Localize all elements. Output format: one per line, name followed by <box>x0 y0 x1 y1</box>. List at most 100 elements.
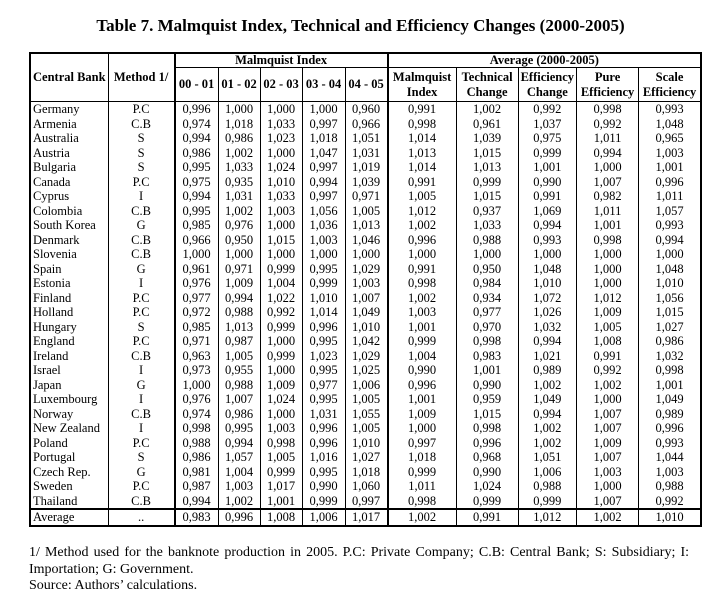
value-cell: 1,004 <box>259 276 303 291</box>
value-cell: 0,968 <box>455 450 519 465</box>
table-row: Bulgaria S 0,995 1,033 1,024 0,997 1,019 1,014 1… <box>29 160 702 175</box>
value-cell: 0,977 <box>173 290 219 305</box>
table-row: Australia S 0,994 0,986 1,023 1,018 1,051 1,014… <box>29 131 702 146</box>
header-average-column: Technical Change <box>455 67 519 102</box>
value-cell: 1,007 <box>576 174 640 189</box>
value-cell: 0,995 <box>301 261 346 276</box>
value-cell: 0,998 <box>386 116 457 131</box>
bank-name-cell: Austria <box>29 145 109 160</box>
value-cell: 0,994 <box>638 232 702 247</box>
value-cell: 1,012 <box>517 508 578 526</box>
value-cell: 0,999 <box>455 174 519 189</box>
value-cell: 0,996 <box>217 508 261 526</box>
bank-name-cell: Holland <box>29 305 109 320</box>
value-cell: 1,008 <box>576 334 640 349</box>
value-cell: 1,005 <box>217 348 261 363</box>
value-cell: 1,002 <box>576 377 640 392</box>
value-cell: 1,000 <box>301 247 346 262</box>
value-cell: 0,996 <box>386 377 457 392</box>
value-cell: 1,003 <box>386 305 457 320</box>
value-cell: 1,033 <box>259 189 303 204</box>
value-cell: 0,971 <box>344 189 389 204</box>
value-cell: 1,000 <box>259 101 303 117</box>
value-cell: 1,010 <box>259 174 303 189</box>
value-cell: 0,986 <box>638 334 702 349</box>
value-cell: 0,994 <box>517 334 578 349</box>
table-row: Ireland C.B 0,963 1,005 0,999 1,023 1,029 1,004… <box>29 348 702 363</box>
value-cell: 0,985 <box>173 218 219 233</box>
value-cell: 1,048 <box>638 116 702 131</box>
value-cell: 1,033 <box>259 116 303 131</box>
table-row: England P.C 0,971 0,987 1,000 0,995 1,042 0,999… <box>29 334 702 349</box>
value-cell: 0,981 <box>173 464 219 479</box>
value-cell: 1,037 <box>517 116 578 131</box>
value-cell: 1,000 <box>576 247 640 262</box>
value-cell: 1,051 <box>517 450 578 465</box>
value-cell: 0,995 <box>301 363 346 378</box>
method-cell: I <box>107 189 176 204</box>
bank-name-cell: Estonia <box>29 276 109 291</box>
value-cell: 0,982 <box>576 189 640 204</box>
table-row: Finland P.C 0,977 0,994 1,022 1,010 1,007 1,002… <box>29 290 702 305</box>
value-cell: 1,000 <box>259 334 303 349</box>
value-cell: 1,026 <box>517 305 578 320</box>
table-row: Denmark C.B 0,966 0,950 1,015 1,003 1,046 0,996… <box>29 232 702 247</box>
value-cell: 0,976 <box>173 392 219 407</box>
value-cell: 1,004 <box>386 348 457 363</box>
value-cell: 1,029 <box>344 348 389 363</box>
value-cell: 1,057 <box>217 450 261 465</box>
value-cell: 0,998 <box>386 493 457 509</box>
value-cell: 1,024 <box>455 479 519 494</box>
value-cell: 0,993 <box>517 232 578 247</box>
value-cell: 0,998 <box>455 421 519 436</box>
method-cell: S <box>107 160 176 175</box>
value-cell: 1,009 <box>217 276 261 291</box>
value-cell: 0,996 <box>301 435 346 450</box>
table-row: Portugal S 0,986 1,057 1,005 1,016 1,027 1,018 0… <box>29 450 702 465</box>
value-cell: 0,999 <box>386 334 457 349</box>
value-cell: 0,993 <box>638 101 702 117</box>
value-cell: 0,998 <box>386 276 457 291</box>
value-cell: 1,048 <box>517 261 578 276</box>
value-cell: 0,975 <box>517 131 578 146</box>
value-cell: 1,018 <box>301 131 346 146</box>
value-cell: 0,997 <box>344 493 389 509</box>
header-line: Change <box>526 84 568 99</box>
method-cell: C.B <box>107 493 176 509</box>
value-cell: 0,988 <box>173 435 219 450</box>
value-cell: 1,049 <box>517 392 578 407</box>
value-cell: 1,003 <box>638 145 702 160</box>
value-cell: 1,014 <box>386 160 457 175</box>
value-cell: 0,963 <box>173 348 219 363</box>
value-cell: 1,031 <box>217 189 261 204</box>
method-cell: C.B <box>107 203 176 218</box>
value-cell: 1,024 <box>259 392 303 407</box>
value-cell: 0,976 <box>217 218 261 233</box>
value-cell: 0,998 <box>259 435 303 450</box>
value-cell: 0,986 <box>217 131 261 146</box>
bank-name-cell: Japan <box>29 377 109 392</box>
header-central-bank: Central Bank <box>29 52 109 102</box>
average-row: Average.. 0,983 0,996 1,008 1,006 1,017 1,002 0… <box>29 508 702 526</box>
value-cell: 0,976 <box>173 276 219 291</box>
header-period: 01 - 02 <box>217 67 261 102</box>
method-cell: C.B <box>107 247 176 262</box>
method-cell: C.B <box>107 348 176 363</box>
value-cell: 1,015 <box>638 305 702 320</box>
value-cell: 0,960 <box>344 101 389 117</box>
value-cell: 1,056 <box>301 203 346 218</box>
value-cell: 1,005 <box>344 421 389 436</box>
value-cell: 1,015 <box>455 189 519 204</box>
table-row: Israel I 0,973 0,955 1,000 0,995 1,025 0,990 1,0… <box>29 363 702 378</box>
value-cell: 1,069 <box>517 203 578 218</box>
value-cell: 1,021 <box>517 348 578 363</box>
value-cell: 1,010 <box>638 508 702 526</box>
value-cell: 0,984 <box>455 276 519 291</box>
header-line: Scale <box>655 70 684 84</box>
value-cell: 0,991 <box>386 261 457 276</box>
value-cell: 1,000 <box>638 247 702 262</box>
method-cell: P.C <box>107 435 176 450</box>
value-cell: 1,000 <box>259 406 303 421</box>
value-cell: 1,007 <box>576 450 640 465</box>
table-title: Table 7. Malmquist Index, Technical and … <box>96 16 625 35</box>
